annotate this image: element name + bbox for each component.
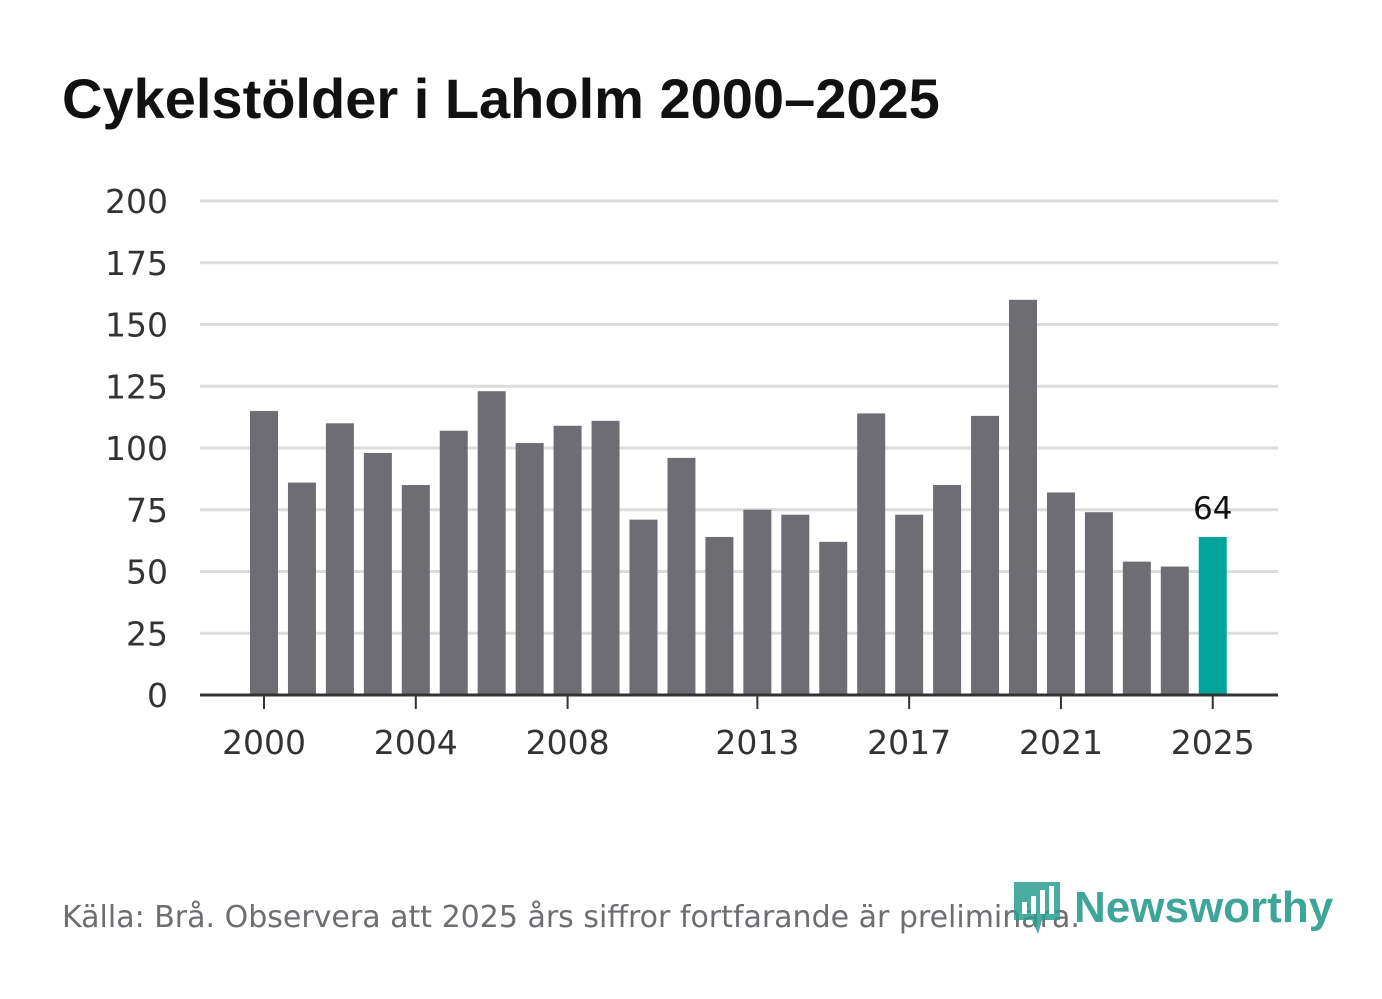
bar-2009 bbox=[591, 420, 620, 695]
x-tick-label: 2013 bbox=[715, 723, 799, 762]
bar-2007 bbox=[515, 443, 544, 695]
bar-2020 bbox=[1009, 299, 1037, 695]
y-tick-label: 175 bbox=[105, 244, 168, 283]
bar-2016 bbox=[857, 413, 886, 695]
chart-title: Cykelstölder i Laholm 2000–2025 bbox=[62, 67, 940, 130]
logo-text: Newsworthy bbox=[1074, 883, 1334, 932]
data-labels: 64 bbox=[1193, 491, 1232, 527]
bar-2001 bbox=[287, 482, 316, 695]
bar-2017 bbox=[895, 514, 924, 695]
bar-2005 bbox=[439, 430, 468, 695]
bar-2022 bbox=[1084, 512, 1113, 695]
y-tick-label: 75 bbox=[126, 491, 168, 530]
y-tick-label: 100 bbox=[105, 429, 168, 468]
y-tick-label: 150 bbox=[105, 306, 168, 345]
source-note: Källa: Brå. Observera att 2025 års siffr… bbox=[62, 900, 1080, 935]
bar-2014 bbox=[781, 514, 810, 695]
grid-lines bbox=[200, 199, 1278, 635]
bar-2023 bbox=[1122, 561, 1151, 695]
bar-2013 bbox=[743, 509, 772, 695]
bar-2021 bbox=[1046, 492, 1075, 695]
bar-2015 bbox=[819, 541, 848, 695]
bar-2024 bbox=[1160, 566, 1189, 695]
bar-2018 bbox=[933, 485, 962, 695]
x-tick-label: 2000 bbox=[222, 723, 306, 762]
newsworthy-logo: Newsworthy bbox=[1010, 878, 1333, 938]
bar-2010 bbox=[629, 519, 658, 695]
y-tick-label: 25 bbox=[126, 614, 168, 653]
bar-2025 bbox=[1198, 536, 1227, 695]
bars bbox=[250, 299, 1227, 695]
bar-2008 bbox=[553, 425, 582, 695]
bar-2019 bbox=[971, 415, 1000, 695]
y-tick-label: 200 bbox=[105, 182, 168, 221]
bar-2000 bbox=[250, 410, 278, 695]
x-tick-label: 2008 bbox=[526, 723, 610, 762]
bar-2011 bbox=[667, 457, 696, 695]
x-tick-label: 2017 bbox=[867, 723, 951, 762]
x-axis: 2000 2004 2008 2013 2017 2021 2025 bbox=[200, 693, 1278, 762]
y-tick-label: 0 bbox=[147, 676, 168, 715]
bar-2012 bbox=[705, 536, 734, 695]
newsworthy-logo-icon bbox=[1014, 882, 1060, 934]
y-tick-label: 50 bbox=[126, 553, 168, 592]
bar-2004 bbox=[401, 485, 430, 695]
y-tick-label: 125 bbox=[105, 367, 168, 406]
y-axis: 0 25 50 75 100 125 150 175 200 bbox=[105, 182, 168, 715]
bar-2002 bbox=[325, 423, 354, 695]
bar-2006 bbox=[477, 391, 506, 695]
x-tick-label: 2021 bbox=[1019, 723, 1103, 762]
x-tick-label: 2004 bbox=[374, 723, 458, 762]
x-tick-label: 2025 bbox=[1171, 723, 1255, 762]
bar-2003 bbox=[363, 452, 392, 695]
data-label-2025: 64 bbox=[1193, 491, 1232, 527]
